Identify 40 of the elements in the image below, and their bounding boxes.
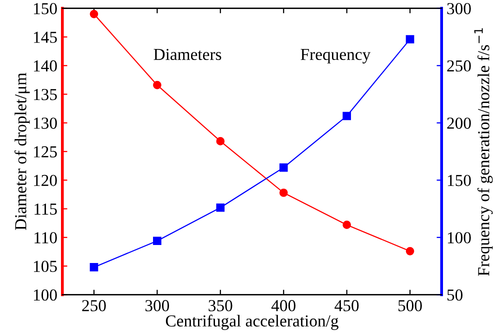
x-tick-label: 250 xyxy=(82,300,106,312)
point xyxy=(216,137,225,146)
series-label: Frequency xyxy=(300,48,371,64)
y-tick-label: 100 xyxy=(34,289,57,301)
point xyxy=(153,80,162,90)
y2-tick-label: 100 xyxy=(448,232,471,244)
point xyxy=(342,112,351,120)
y2-tick-label: 250 xyxy=(447,60,471,72)
y-tick-label: 130 xyxy=(34,118,57,129)
x-tick-label: 450 xyxy=(334,300,359,312)
y2-tick-label: 150 xyxy=(448,174,471,186)
y2-axis-title: Frequency of generation/nozzle f/s$^{−1}$ xyxy=(474,28,493,276)
y-tick-label: 105 xyxy=(34,260,57,272)
y2-tick-label: 200 xyxy=(447,118,471,129)
x-tick-label: 350 xyxy=(208,300,232,312)
x-tick-label: 300 xyxy=(145,300,170,312)
point xyxy=(216,203,225,212)
point xyxy=(406,35,414,44)
point xyxy=(90,10,98,18)
x-tick-label: 500 xyxy=(398,300,422,312)
point xyxy=(279,188,288,197)
y-tick-label: 125 xyxy=(34,146,57,158)
point xyxy=(90,263,98,272)
y2-tick-label: 300 xyxy=(447,3,471,14)
point xyxy=(279,163,288,172)
y2-tick-label: 50 xyxy=(447,289,463,301)
series-label: Diameters xyxy=(154,48,222,60)
y-axis-title: Diameter of droplet/μm xyxy=(14,72,30,230)
y-tick-label: 140 xyxy=(34,60,57,72)
point xyxy=(342,220,351,229)
point xyxy=(153,236,162,246)
y-tick-label: 110 xyxy=(34,232,57,244)
y-tick-label: 120 xyxy=(34,174,57,186)
point xyxy=(406,247,414,256)
y-tick-label: 135 xyxy=(34,88,57,100)
y-tick-label: 150 xyxy=(34,3,57,14)
y-tick-label: 145 xyxy=(34,32,57,43)
y-tick-label: 115 xyxy=(34,204,57,215)
x-tick-label: 400 xyxy=(271,300,296,312)
x-axis-title: Centrifugal acceleration/g xyxy=(166,314,338,330)
